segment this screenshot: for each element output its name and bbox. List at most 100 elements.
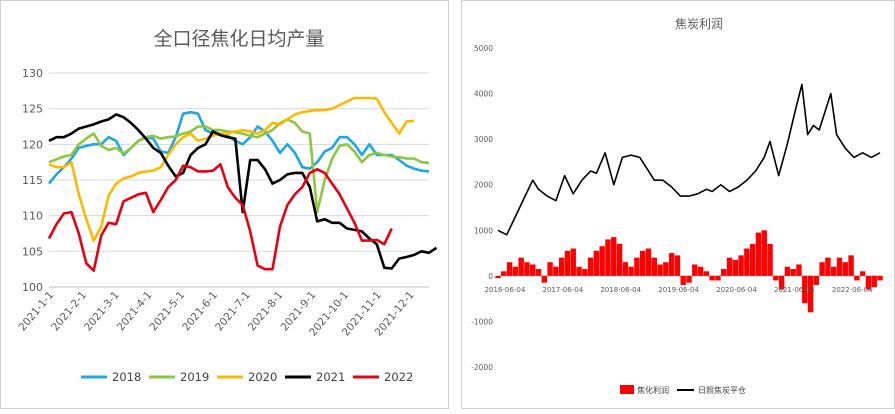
- profit-bar: [547, 262, 553, 276]
- profit-bar: [645, 248, 652, 276]
- legend-swatch: [620, 385, 634, 394]
- profit-bar: [807, 275, 814, 313]
- profit-bar: [767, 243, 773, 276]
- legend-label: 2021: [316, 370, 345, 384]
- profit-bar: [865, 275, 872, 290]
- y-tick-label: -1000: [471, 317, 493, 326]
- y-tick-label: 130: [22, 67, 43, 80]
- y-tick-label: 2000: [474, 181, 493, 190]
- profit-bar: [813, 275, 820, 285]
- x-tick-label: 2016-06-04: [485, 286, 526, 294]
- legend-label: 焦化利润: [637, 385, 669, 395]
- profit-bar: [773, 275, 779, 281]
- profit-bar: [738, 255, 744, 276]
- y-tick-label: 4000: [474, 90, 493, 99]
- profit-bar: [576, 266, 582, 276]
- profit-bar: [524, 262, 530, 276]
- y-tick-label: 1000: [474, 226, 493, 235]
- profit-bar: [570, 248, 576, 276]
- legend-label: 2020: [248, 370, 277, 384]
- profit-bar: [784, 266, 791, 276]
- profit-bar: [674, 255, 681, 276]
- profit-bar: [611, 237, 617, 276]
- profit-bar: [663, 262, 669, 276]
- legend-label: 2019: [180, 370, 209, 384]
- y-tick-label: 125: [22, 103, 43, 116]
- profit-bar: [530, 264, 536, 276]
- y-tick-label: -2000: [471, 363, 493, 372]
- profit-bar: [553, 266, 559, 276]
- profit-bar: [634, 257, 640, 276]
- profit-bar: [622, 262, 629, 276]
- profit-bar: [796, 264, 802, 276]
- profit-bar: [616, 243, 623, 276]
- profit-bar: [495, 275, 501, 279]
- profit-bar: [778, 275, 785, 290]
- profit-bar: [593, 250, 600, 276]
- x-tick-label: 2021-06-04: [774, 286, 815, 294]
- profit-bar: [541, 275, 548, 283]
- y-tick-label: 0: [488, 272, 493, 281]
- coke-profit-chart: 焦炭利润 -2000 -1000 0 1000 2000 3000 4000 5000 2016-…: [471, 17, 883, 395]
- series-line-2018: [47, 110, 430, 185]
- profit-bar: [582, 269, 588, 276]
- profit-bar: [732, 259, 739, 276]
- profit-bar: [512, 266, 519, 276]
- profit-bar: [836, 257, 843, 276]
- profit-bar: [564, 250, 571, 276]
- y-tick-label: 5000: [474, 44, 493, 53]
- profit-bar: [871, 275, 877, 288]
- series-line-2022: [47, 163, 393, 272]
- x-tick-label: 2020-06-04: [716, 286, 757, 294]
- profit-bar: [703, 271, 710, 276]
- profit-bar: [721, 269, 727, 276]
- profit-bar: [599, 246, 605, 276]
- y-tick-label: 100: [22, 281, 43, 294]
- coke-price-line: [497, 83, 881, 236]
- profit-bar: [605, 239, 611, 276]
- y-tick-label: 120: [22, 138, 43, 151]
- profit-bar: [715, 275, 721, 281]
- profit-bar: [842, 262, 848, 276]
- profit-bar: [558, 257, 565, 276]
- profit-bar: [506, 262, 513, 276]
- series-line-2020: [48, 96, 415, 242]
- coke-profit-chart-panel: 焦炭利润 -2000 -1000 0 1000 2000 3000 4000 5000 2016-…: [461, 0, 895, 409]
- profit-bar: [501, 271, 507, 276]
- profit-bar: [692, 264, 698, 276]
- legend-label: 2018: [112, 370, 141, 384]
- profit-bar: [668, 253, 675, 276]
- profit-bar: [848, 255, 854, 276]
- profit-bar: [755, 232, 762, 276]
- y-tick-label: 105: [22, 245, 43, 258]
- profit-bar: [657, 264, 663, 276]
- profit-bar: [726, 257, 733, 276]
- chart-title: 全口径焦化日均产量: [153, 28, 324, 50]
- profit-bar: [830, 266, 837, 276]
- y-tick-label: 110: [22, 210, 43, 223]
- series-line-2019: [48, 118, 430, 214]
- profit-bar: [587, 257, 594, 276]
- x-tick-label: 2019-06-04: [658, 286, 699, 294]
- daily-coking-output-chart: 全口径焦化日均产量1001051101151201251302021-1-120…: [16, 28, 438, 384]
- profit-bar: [761, 230, 767, 276]
- profit-bar: [854, 275, 860, 281]
- profit-bar: [744, 248, 750, 276]
- legend-label: 2022: [384, 370, 413, 384]
- daily-coking-output-chart-panel: 全口径焦化日均产量 100 105 110 115 120 125 130 2021-1-1 20…: [0, 0, 449, 409]
- profit-bar: [680, 275, 686, 285]
- x-tick-label: 2022-06-04: [832, 286, 873, 294]
- profit-bar: [697, 266, 704, 276]
- profit-bar: [859, 271, 866, 276]
- y-tick-label: 115: [22, 174, 43, 187]
- profit-bar: [535, 269, 542, 276]
- y-tick-label: 3000: [474, 135, 493, 144]
- x-tick-label: 2017-06-04: [542, 286, 583, 294]
- profit-bar: [639, 250, 646, 276]
- legend-label: 日照焦炭平仓: [698, 385, 746, 395]
- profit-bar: [686, 275, 692, 283]
- x-tick-label: 2018-06-04: [600, 286, 641, 294]
- profit-bar: [819, 262, 825, 276]
- profit-bar: [790, 269, 796, 276]
- profit-bar: [709, 275, 715, 281]
